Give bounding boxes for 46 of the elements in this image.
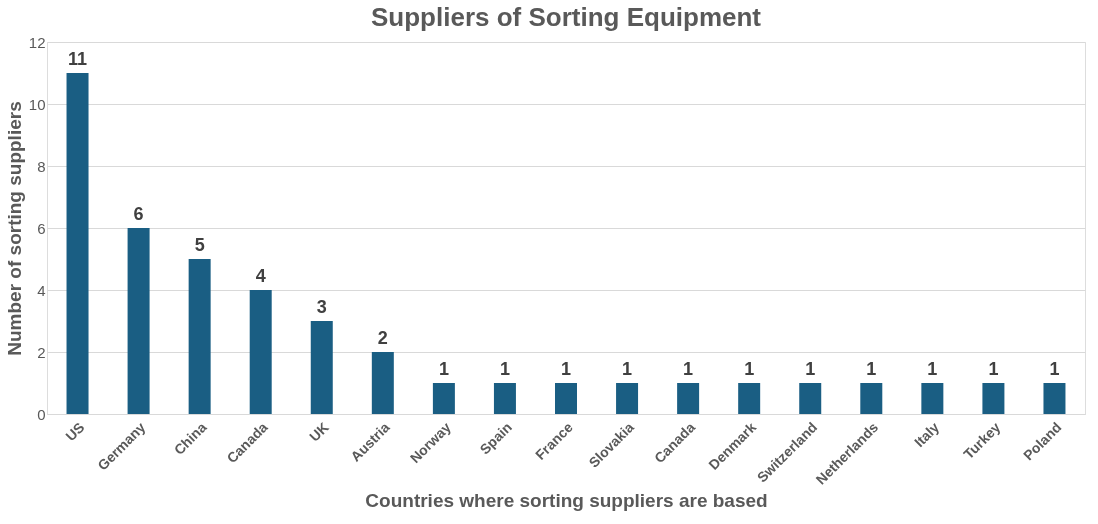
- y-tick-label: 0: [37, 405, 46, 423]
- bar: [921, 383, 944, 414]
- bar: [127, 228, 150, 414]
- data-label: 1: [866, 359, 877, 379]
- x-tick-label: UK: [306, 419, 332, 445]
- data-label: 1: [744, 359, 755, 379]
- data-label: 2: [377, 328, 388, 348]
- bar: [799, 383, 822, 414]
- bar: [738, 383, 761, 414]
- bar: [310, 321, 333, 414]
- data-label: 1: [683, 359, 694, 379]
- y-tick-label: 2: [37, 343, 46, 361]
- y-tick-label: 12: [28, 33, 46, 51]
- bar: [371, 352, 394, 414]
- data-label: 1: [927, 359, 938, 379]
- y-tick-label: 10: [28, 95, 46, 113]
- bar: [188, 259, 211, 414]
- data-label: 5: [194, 235, 205, 255]
- bar: [677, 383, 700, 414]
- data-label: 3: [316, 297, 327, 317]
- data-label: 1: [438, 359, 449, 379]
- data-label: 1: [805, 359, 816, 379]
- data-label: 1: [560, 359, 572, 379]
- bar: [66, 73, 89, 414]
- chart-title: Suppliers of Sorting Equipment: [371, 2, 762, 32]
- x-axis-title: Countries where sorting suppliers are based: [365, 489, 768, 511]
- bar: [555, 383, 577, 414]
- data-label: 1: [622, 359, 633, 379]
- data-label: 1: [499, 359, 510, 379]
- bar: [982, 383, 1005, 414]
- bar: [616, 383, 639, 414]
- bar: [493, 383, 516, 414]
- y-axis-title: Number of sorting suppliers: [3, 101, 25, 356]
- y-tick-label: 8: [37, 157, 46, 175]
- data-label: 1: [988, 359, 999, 379]
- data-label: 1: [1049, 359, 1060, 379]
- y-tick-label: 4: [37, 281, 46, 299]
- bar: [860, 383, 883, 414]
- bar: [432, 383, 455, 414]
- bar: [249, 290, 272, 414]
- data-label: 4: [255, 266, 266, 286]
- y-tick-label: 6: [37, 219, 46, 237]
- data-label: 11: [68, 49, 88, 69]
- bar: [1043, 383, 1066, 414]
- x-tick-label: US: [62, 419, 88, 445]
- data-label: 6: [133, 204, 144, 224]
